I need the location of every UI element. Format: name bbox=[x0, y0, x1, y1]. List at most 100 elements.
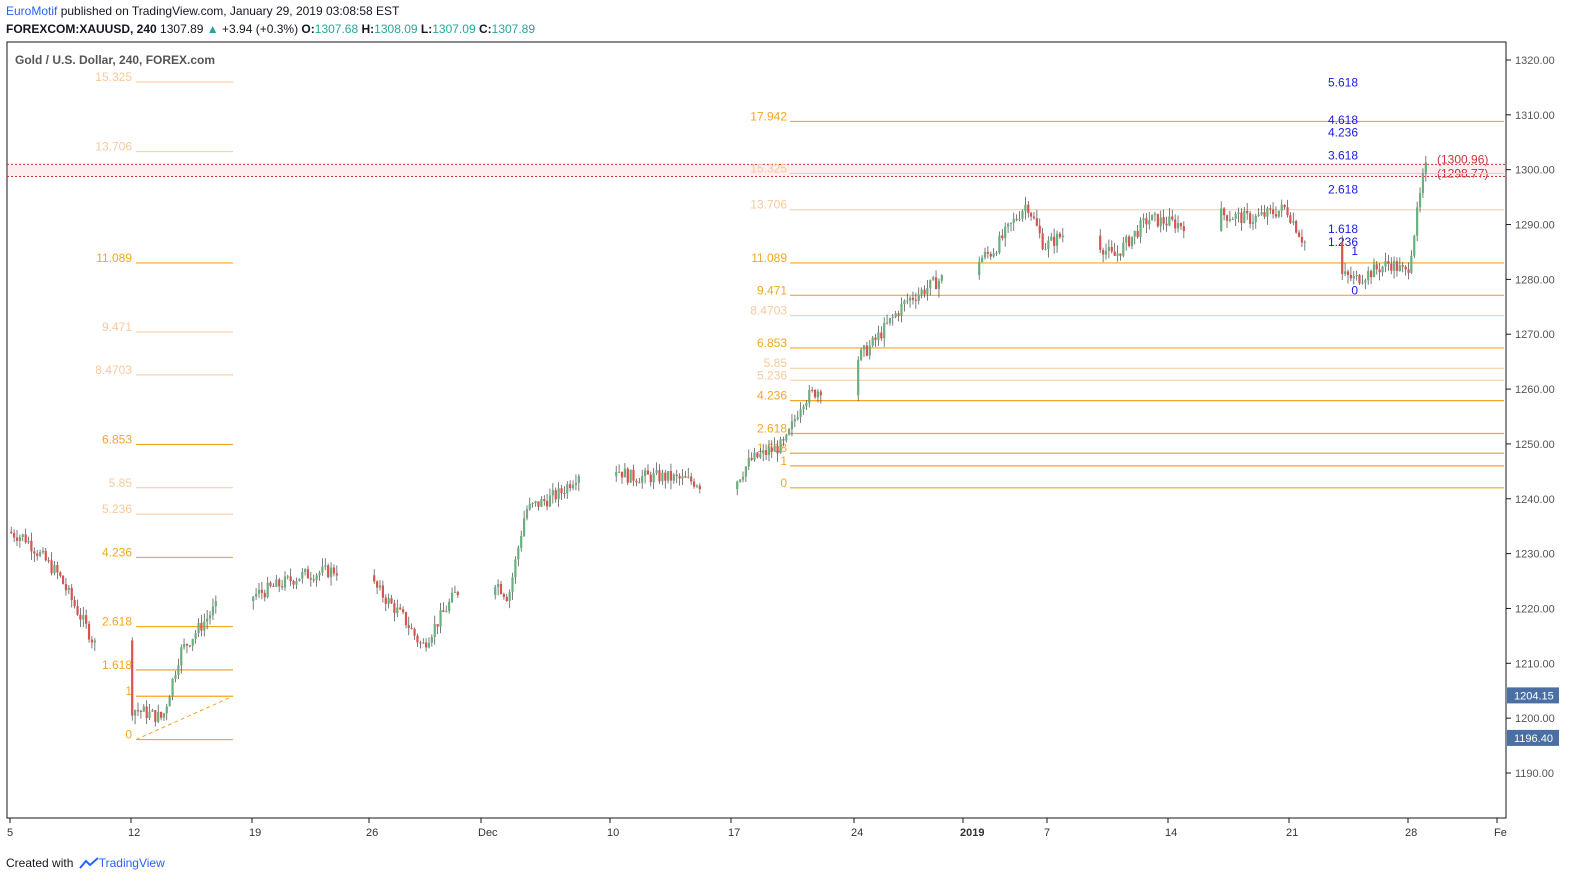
candle-body bbox=[655, 470, 658, 474]
candle-body bbox=[27, 540, 30, 543]
chart-title: Gold / U.S. Dollar, 240, FOREX.com bbox=[15, 53, 215, 67]
candle-body bbox=[1246, 211, 1249, 214]
candle-body bbox=[664, 472, 667, 481]
y-tick-label: 1250.00 bbox=[1515, 439, 1555, 451]
candle-body bbox=[384, 597, 387, 604]
up-arrow-icon: ▲ bbox=[206, 22, 219, 36]
author-link[interactable]: EuroMotif bbox=[6, 4, 58, 18]
candle-body bbox=[269, 582, 272, 586]
candle-body bbox=[799, 409, 802, 418]
candle-body bbox=[1139, 220, 1142, 237]
candle-body bbox=[200, 622, 203, 631]
candle-body bbox=[1251, 222, 1255, 224]
candle-body bbox=[266, 582, 269, 598]
candle-body bbox=[885, 322, 889, 324]
candle-body bbox=[741, 476, 745, 480]
candle-body bbox=[79, 614, 82, 620]
candle-body bbox=[1349, 274, 1352, 279]
x-tick-label: 2019 bbox=[960, 827, 984, 839]
candle-body bbox=[1113, 251, 1116, 256]
candle-body bbox=[1364, 280, 1367, 283]
candle-body bbox=[1289, 215, 1292, 223]
candle-body bbox=[41, 550, 45, 553]
candle-body bbox=[534, 501, 537, 504]
candle-body bbox=[1148, 220, 1151, 225]
tradingview-link[interactable]: TradingView bbox=[98, 856, 165, 870]
candle-body bbox=[520, 535, 523, 548]
candle-body bbox=[1243, 211, 1246, 224]
candle-body bbox=[540, 499, 543, 507]
x-tick-label: 28 bbox=[1405, 827, 1417, 839]
change: +3.94 (+0.3%) bbox=[222, 22, 299, 36]
candle-body bbox=[692, 481, 696, 487]
candle-body bbox=[811, 389, 814, 391]
candle-body bbox=[776, 445, 779, 454]
fib-right-label: 6.853 bbox=[757, 336, 787, 350]
candle-body bbox=[1174, 219, 1177, 229]
candle-body bbox=[1263, 212, 1266, 217]
candle-body bbox=[453, 591, 457, 593]
fib-left-label: 1.618 bbox=[102, 658, 132, 672]
candle-body bbox=[306, 569, 310, 579]
candle-body bbox=[148, 711, 151, 719]
candle-body bbox=[632, 469, 635, 481]
candle-body bbox=[139, 710, 142, 712]
candle-body bbox=[1032, 216, 1036, 219]
candle-body bbox=[439, 610, 442, 627]
fib-left-label: 1 bbox=[125, 684, 132, 698]
candle-body bbox=[1012, 218, 1015, 223]
candle-body bbox=[424, 642, 428, 648]
candle-body bbox=[1058, 233, 1062, 238]
fibonacci-levels: 15.32513.70611.0899.4718.47036.8535.855.… bbox=[95, 70, 1504, 742]
candle-body bbox=[1104, 250, 1108, 255]
candle-body bbox=[813, 390, 817, 398]
candle-body bbox=[399, 607, 402, 610]
y-tick-label: 1240.00 bbox=[1515, 494, 1555, 506]
candle-body bbox=[289, 576, 292, 582]
candle-body bbox=[986, 252, 989, 254]
candle-body bbox=[517, 547, 520, 560]
x-tick-label: 7 bbox=[1044, 827, 1050, 839]
close-value: 1307.89 bbox=[491, 22, 536, 36]
candle-body bbox=[862, 345, 866, 350]
candle-body bbox=[1401, 265, 1404, 267]
candle-body bbox=[782, 439, 785, 441]
candle-body bbox=[1292, 221, 1295, 223]
fib-extension-label: 4.236 bbox=[1328, 125, 1358, 139]
fib-extension-label: 0 bbox=[1351, 283, 1358, 297]
fib-right-label: 5.236 bbox=[757, 368, 787, 382]
candle-body bbox=[292, 581, 295, 585]
candle-body bbox=[932, 277, 935, 280]
fib-right-label: 4.236 bbox=[757, 389, 787, 403]
candle-body bbox=[747, 457, 750, 467]
candle-body bbox=[767, 447, 771, 455]
candle-body bbox=[528, 503, 531, 510]
candle-body bbox=[1047, 240, 1050, 250]
x-tick-label: 21 bbox=[1286, 827, 1298, 839]
candle-body bbox=[1027, 204, 1030, 213]
candle-body bbox=[56, 565, 59, 573]
candle-body bbox=[1295, 221, 1298, 233]
candle-body bbox=[1303, 242, 1306, 244]
candle-body bbox=[177, 665, 180, 675]
candle-body bbox=[571, 484, 575, 489]
candle-body bbox=[303, 569, 307, 572]
candle-body bbox=[1035, 218, 1038, 226]
candle-body bbox=[1159, 217, 1162, 227]
candle-body bbox=[191, 638, 194, 646]
candle-body bbox=[324, 565, 327, 567]
fib-left-label: 5.85 bbox=[109, 476, 133, 490]
candle-body bbox=[883, 322, 886, 339]
candle-body bbox=[981, 257, 984, 262]
candle-body bbox=[134, 710, 137, 716]
candle-body bbox=[151, 710, 154, 712]
x-tick-label: Fe bbox=[1494, 827, 1507, 839]
candle-body bbox=[24, 534, 27, 543]
candle-body bbox=[1410, 255, 1413, 273]
y-tick-label: 1230.00 bbox=[1515, 549, 1555, 561]
candle-body bbox=[93, 640, 96, 643]
candle-body bbox=[1407, 269, 1410, 273]
candle-body bbox=[744, 466, 747, 477]
candle-body bbox=[877, 332, 880, 340]
